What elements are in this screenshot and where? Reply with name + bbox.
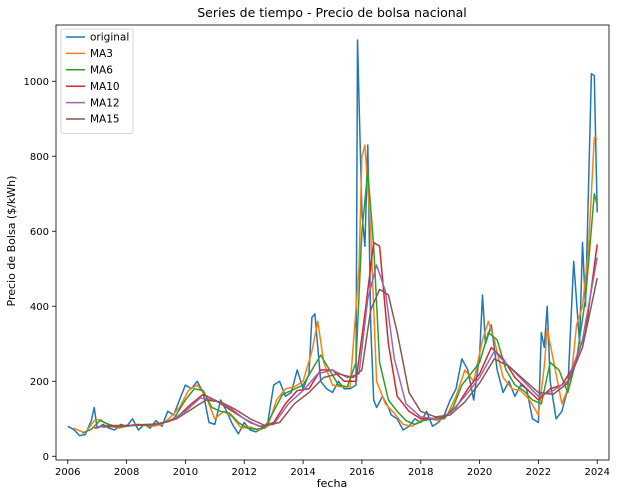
x-tick-label: 2018	[408, 467, 433, 478]
legend-label-ma12: MA12	[90, 97, 120, 109]
legend-label-ma15: MA15	[90, 114, 120, 126]
legend: original MA3 MA6 MA10 MA12 MA15	[60, 28, 134, 134]
y-tick-label: 600	[30, 227, 49, 238]
x-axis-label: fecha	[317, 477, 347, 490]
series-line-ma6	[82, 170, 598, 434]
legend-label-ma10: MA10	[90, 81, 120, 93]
x-tick-label: 2014	[290, 467, 315, 478]
x-tick-label: 2020	[467, 467, 492, 478]
y-tick-label: 200	[30, 377, 49, 388]
x-tick-label: 2008	[114, 467, 139, 478]
chart-title: Series de tiempo - Precio de bolsa nacio…	[197, 5, 467, 20]
x-tick-label: 2012	[232, 467, 257, 478]
x-tick-label: 2016	[349, 467, 374, 478]
series-layer	[67, 39, 598, 437]
series-line-ma15	[103, 277, 598, 428]
x-tick-label: 2022	[526, 467, 551, 478]
y-axis-label: Precio de Bolsa ($/kWh)	[5, 176, 18, 307]
legend-box	[60, 28, 134, 134]
x-ticks: 2006 2008 2010 2012 2014 2016 2018 2020 2022 2024	[55, 460, 610, 478]
legend-label-original: original	[90, 32, 129, 44]
plot-area: 2006 2008 2010 2012 2014 2016 2018 2020 2022 2024…	[24, 24, 610, 478]
y-tick-label: 400	[30, 302, 49, 313]
x-tick-label: 2024	[585, 467, 610, 478]
plot-frame	[55, 24, 610, 461]
x-tick-label: 2010	[173, 467, 198, 478]
legend-label-ma3: MA3	[90, 48, 113, 60]
series-line-ma10	[94, 241, 598, 429]
legend-label-ma6: MA6	[90, 65, 113, 77]
y-ticks: 0 200 400 600 800 1000	[24, 77, 56, 463]
y-tick-label: 0	[43, 452, 49, 463]
x-tick-label: 2006	[55, 467, 80, 478]
y-tick-label: 1000	[24, 77, 49, 88]
y-tick-label: 800	[30, 152, 49, 163]
